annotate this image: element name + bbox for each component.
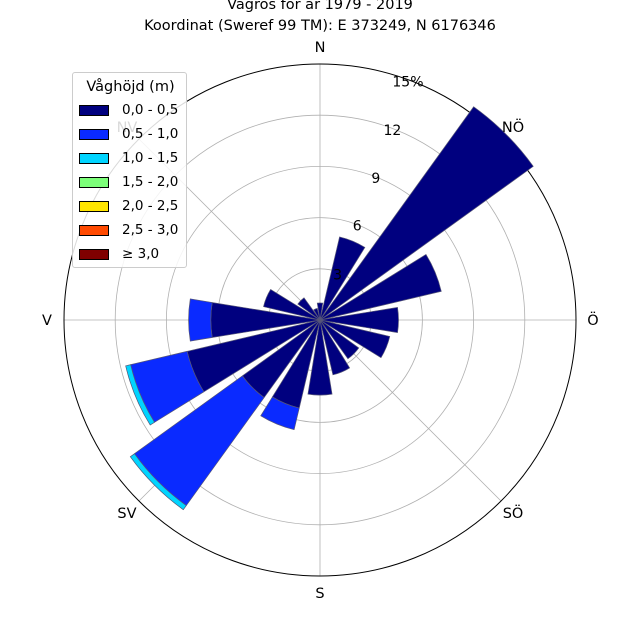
legend-label: ≥ 3,0 — [122, 246, 160, 262]
rose-bar-segment — [319, 254, 442, 321]
rose-bar-segment — [307, 319, 333, 396]
direction-label: Ö — [587, 311, 598, 329]
legend-label: 1,5 - 2,0 — [122, 174, 179, 190]
legend-item: ≥ 3,0 — [79, 246, 187, 264]
rose-bars — [125, 106, 534, 511]
legend-swatch — [79, 177, 109, 188]
rose-bar-segment — [319, 319, 360, 360]
rose-bar-segment — [316, 302, 324, 321]
legend-label: 1,0 - 1,5 — [122, 150, 179, 166]
direction-label: NÖ — [502, 118, 524, 136]
direction-label: S — [315, 586, 324, 602]
chart-title: Vågros för år 1979 - 2019 — [227, 0, 413, 13]
legend-swatch — [79, 153, 109, 164]
polar-frame — [63, 63, 577, 577]
legend-swatch — [79, 249, 109, 260]
radial-tick-label: 9 — [371, 171, 380, 187]
rose-bar-segment — [263, 289, 321, 321]
rose-bar-segment — [313, 307, 321, 321]
legend-label: 2,0 - 2,5 — [122, 198, 179, 214]
radial-tick-label: 12 — [383, 123, 401, 139]
direction-label: SV — [117, 506, 136, 522]
legend-swatch — [79, 225, 109, 236]
direction-label: SÖ — [503, 504, 524, 522]
legend-swatch — [79, 129, 109, 140]
direction-label: N — [315, 40, 326, 56]
legend-item: 0,0 - 0,5 — [79, 102, 187, 120]
legend-item: 2,0 - 2,5 — [79, 198, 187, 216]
radial-tick-label: 3 — [333, 268, 342, 284]
chart-subtitle: Koordinat (Sweref 99 TM): E 373249, N 61… — [144, 18, 496, 34]
rose-bar-segment — [319, 319, 391, 359]
legend-item: 1,5 - 2,0 — [79, 174, 187, 192]
legend-swatch — [79, 201, 109, 212]
rose-bar-segment — [319, 106, 534, 321]
legend-label: 0,0 - 0,5 — [122, 102, 179, 118]
rose-bar-segment — [297, 297, 321, 321]
legend-label: 2,5 - 3,0 — [122, 222, 179, 238]
legend-swatch — [79, 105, 109, 116]
rose-bar-segment — [260, 396, 300, 431]
legend-item: 1,0 - 1,5 — [79, 150, 187, 168]
direction-label: V — [42, 313, 52, 329]
rose-bar-segment — [129, 453, 187, 511]
radial-tick-label: 15% — [392, 74, 423, 90]
rose-bar-segment — [188, 298, 213, 342]
legend: Våghöjd (m) 0,0 - 0,5 0,5 - 1,0 1,0 - 1,… — [72, 72, 187, 268]
rose-bar-segment — [319, 236, 366, 321]
legend-item: 2,5 - 3,0 — [79, 222, 187, 240]
rose-bar-segment — [319, 307, 399, 333]
rose-bar-segment — [319, 319, 351, 376]
legend-label: 0,5 - 1,0 — [122, 126, 179, 142]
rose-bar-segment — [125, 364, 155, 426]
radial-tick-label: 6 — [353, 218, 362, 234]
legend-title: Våghöjd (m) — [86, 79, 175, 95]
legend-item: 0,5 - 1,0 — [79, 126, 187, 144]
